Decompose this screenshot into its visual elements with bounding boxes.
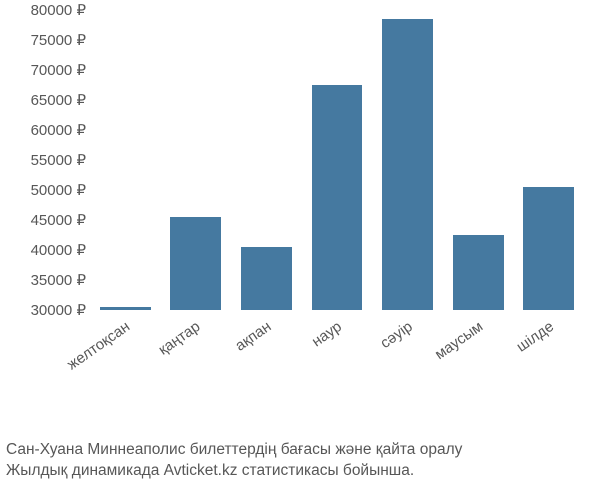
bar — [312, 85, 363, 310]
x-tick-label: наур — [309, 318, 345, 350]
y-tick-label: 80000 ₽ — [0, 1, 86, 19]
chart-caption: Сан-Хуана Миннеаполис билеттердің бағасы… — [0, 440, 600, 482]
bar-chart: 30000 ₽ 35000 ₽ 40000 ₽ 45000 ₽ 50000 ₽ 55000… — [0, 0, 600, 420]
x-tick-label: сәуір — [377, 318, 415, 352]
x-tick-label: қаңтар — [156, 318, 204, 359]
y-tick-label: 45000 ₽ — [0, 211, 86, 229]
x-tick-label: маусым — [432, 318, 486, 363]
y-tick-label: 35000 ₽ — [0, 271, 86, 289]
y-tick-label: 30000 ₽ — [0, 301, 86, 319]
x-tick-label: желтоқсан — [64, 318, 133, 373]
x-axis: желтоқсанқаңтарақпаннаурсәуірмаусымшілде — [90, 312, 584, 412]
y-tick-label: 75000 ₽ — [0, 31, 86, 49]
y-axis: 30000 ₽35000 ₽40000 ₽45000 ₽50000 ₽55000… — [0, 10, 90, 310]
bar — [100, 307, 151, 310]
y-tick-label: 40000 ₽ — [0, 241, 86, 259]
bar — [523, 187, 574, 310]
bar — [382, 19, 433, 310]
y-tick-label: 60000 ₽ — [0, 121, 86, 139]
y-tick-label: 50000 ₽ — [0, 181, 86, 199]
caption-line-2: Жылдық динамикада Avticket.kz статистика… — [6, 461, 594, 482]
y-tick-label: 55000 ₽ — [0, 151, 86, 169]
caption-line-1: Сан-Хуана Миннеаполис билеттердің бағасы… — [6, 440, 594, 461]
y-tick-label: 65000 ₽ — [0, 91, 86, 109]
y-tick-label: 70000 ₽ — [0, 61, 86, 79]
x-tick-label: шілде — [513, 318, 557, 356]
plot-area — [90, 10, 584, 310]
bar — [453, 235, 504, 310]
bar — [241, 247, 292, 310]
bar — [170, 217, 221, 310]
x-tick-label: ақпан — [232, 318, 274, 355]
